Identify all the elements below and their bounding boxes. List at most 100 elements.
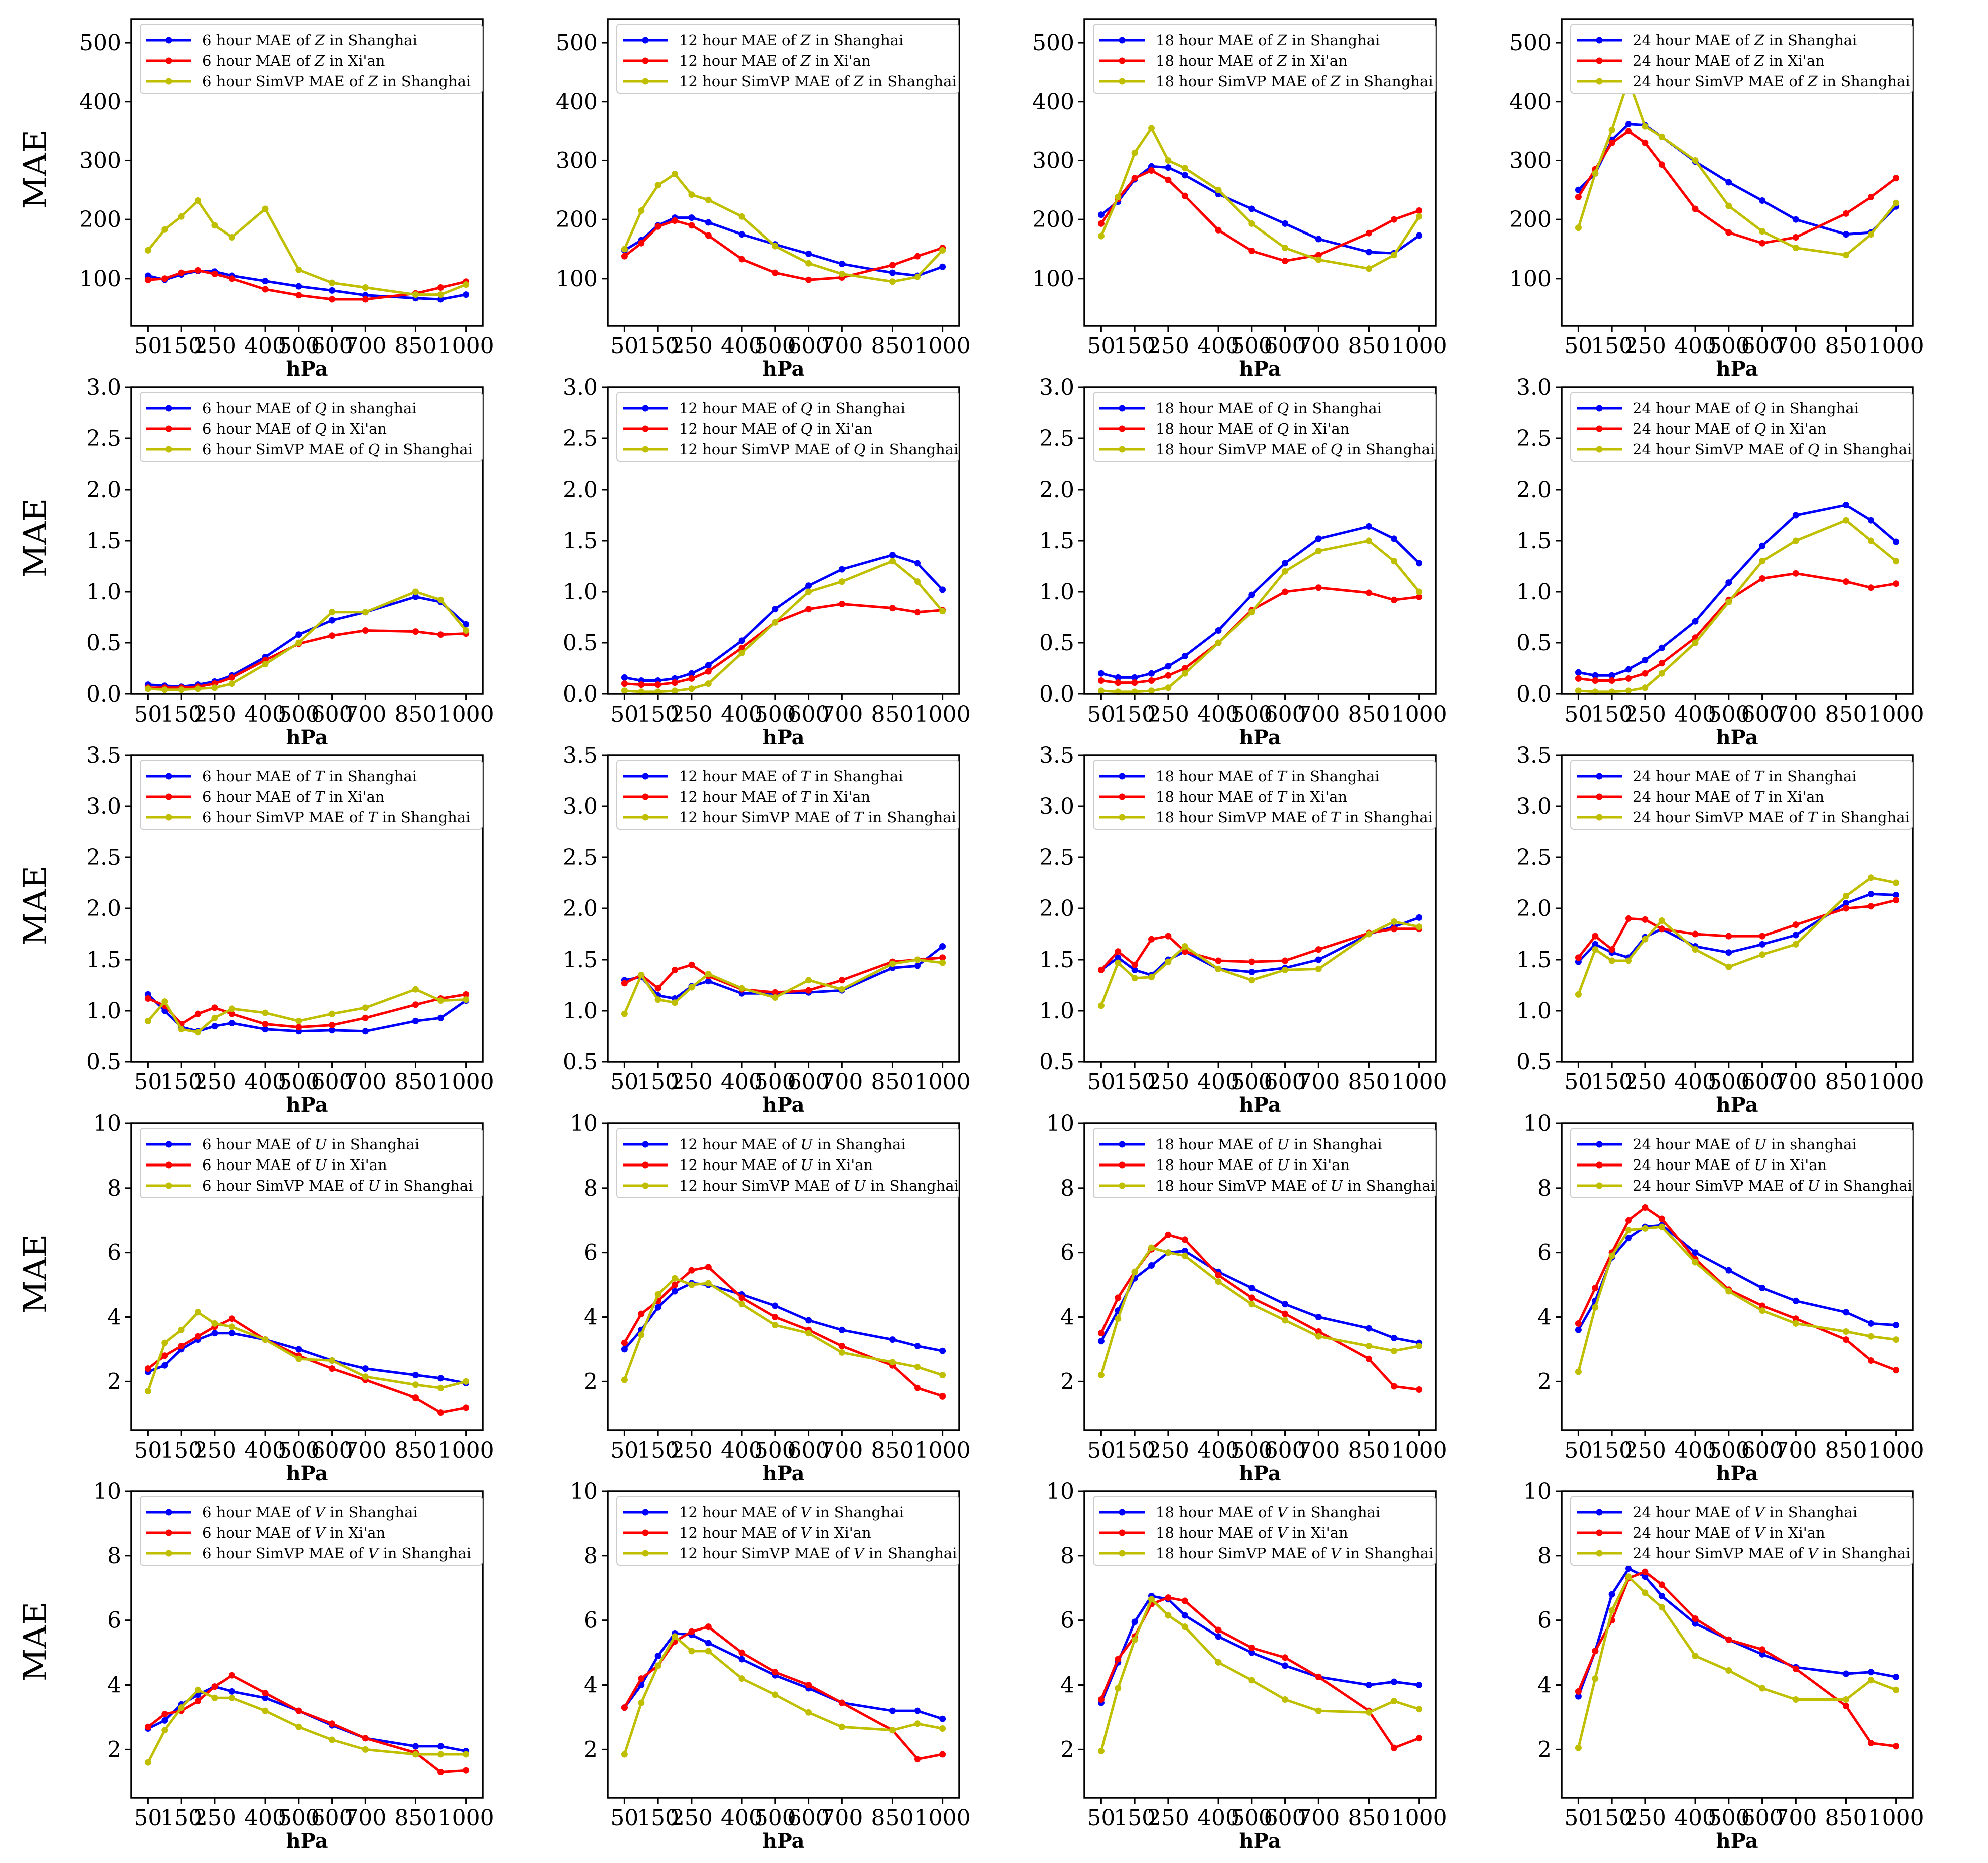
axes-frame [1561,18,1914,327]
y-tick-label: 1.0 [86,579,121,605]
data-point-shanghai [1181,1612,1188,1619]
data-point-xian [1608,677,1615,684]
x-tick-label: 850 [1825,333,1867,359]
data-point-simvp [1181,670,1188,677]
data-point-shanghai [437,1375,444,1382]
data-point-simvp [412,986,419,993]
data-point-simvp [738,1675,745,1682]
x-tick-label: 150 [160,702,202,727]
legend-box [1570,1128,1913,1198]
data-point-simvp [1131,149,1138,156]
x-tick-label: 50 [1087,1805,1115,1831]
y-tick-label: 1.5 [563,947,598,973]
data-point-simvp [1366,265,1372,272]
legend-box [1570,1496,1913,1566]
data-point-simvp [1148,1244,1155,1251]
data-point-simvp [1097,1372,1105,1378]
data-point-xian [1097,677,1105,684]
data-point-simvp [1893,879,1900,886]
legend-label: 12 hour SimVP MAE of Z in Shanghai [679,73,957,90]
data-point-simvp [195,685,201,692]
data-point-xian [1115,1656,1122,1663]
x-tick-label: 1000 [1868,1805,1924,1831]
data-point-shanghai [1592,672,1599,679]
legend-marker-shanghai [1596,1509,1603,1516]
legend-box [616,1128,959,1198]
x-tick-label: 400 [244,333,286,359]
y-tick-label: 2 [1060,1737,1074,1762]
data-point-xian [1165,1594,1172,1601]
data-point-shanghai [1592,941,1599,948]
data-point-xian [228,1672,235,1679]
data-point-shanghai [1248,1649,1255,1656]
data-point-shanghai [772,606,779,613]
legend-label-suffix: in Xi'an [813,1156,873,1174]
legend-label: 18 hour SimVP MAE of V in Shanghai [1156,1545,1433,1562]
x-axis-label: hPa [1239,1093,1281,1117]
legend-marker-shanghai [1119,37,1126,44]
data-point-simvp [1315,256,1322,263]
legend-label-variable: Z [853,73,864,90]
data-point-simvp [228,680,235,687]
data-point-xian [228,1315,235,1322]
data-point-shanghai [738,637,745,644]
data-point-xian [463,1404,470,1411]
y-tick-label: 2.0 [563,477,598,503]
legend-label-suffix: in Xi'an [1764,788,1824,805]
legend-label-variable: U [315,1156,328,1174]
data-point-xian [772,1669,779,1676]
data-point-simvp [838,578,845,585]
legend-label-variable: Q [1277,400,1289,417]
x-tick-label: 850 [1825,702,1867,727]
data-point-simvp [1759,558,1766,565]
x-tick-label: 500 [1708,1805,1750,1831]
data-point-xian [161,275,168,282]
data-point-shanghai [1843,1309,1849,1316]
y-tick-label: 4 [584,1305,598,1330]
x-tick-label: 1000 [1868,702,1924,727]
data-point-shanghai [1792,1297,1799,1304]
data-point-simvp [1282,966,1289,973]
y-tick-label: 10 [1046,1111,1074,1136]
legend-label: 24 hour MAE of Q in Shanghai [1633,400,1859,417]
data-point-shanghai [211,1330,218,1337]
data-point-shanghai [329,287,336,294]
data-point-simvp [1642,1225,1649,1232]
axes-frame [1561,754,1914,1063]
data-point-xian [329,1720,336,1727]
data-point-simvp [1575,1744,1582,1751]
legend-label-suffix: in Shanghai [1343,441,1435,458]
y-tick-label: 3.5 [86,743,121,768]
data-point-shanghai [889,1336,896,1343]
data-point-shanghai [1131,674,1138,681]
data-point-xian [1391,216,1397,223]
x-tick-label: 1000 [438,702,494,727]
y-tick-label: 100 [79,266,121,292]
data-point-shanghai [1625,1565,1632,1572]
data-point-shanghai [1792,931,1799,939]
y-tick-label: 2 [584,1737,598,1762]
x-axis-label: hPa [1239,726,1281,749]
legend-marker-xian [1119,425,1126,432]
legend-label: 18 hour MAE of Q in Shanghai [1156,400,1382,417]
legend-marker-xian [165,425,172,432]
legend-label: 18 hour MAE of Q in Xi'an [1156,420,1349,437]
data-point-shanghai [1893,1673,1900,1680]
data-point-xian [1843,210,1849,217]
x-tick-label: 250 [1624,1069,1666,1095]
x-tick-label: 400 [1197,1438,1239,1463]
data-point-xian [178,269,185,276]
data-point-shanghai [939,586,946,593]
data-point-simvp [1416,923,1423,930]
legend-box [1570,24,1913,94]
y-tick-label: 1.5 [563,528,598,554]
data-point-simvp [621,687,628,694]
data-point-simvp [1215,186,1222,193]
legend-label: 6 hour MAE of T in Xi'an [202,788,385,805]
data-point-simvp [672,1275,678,1282]
